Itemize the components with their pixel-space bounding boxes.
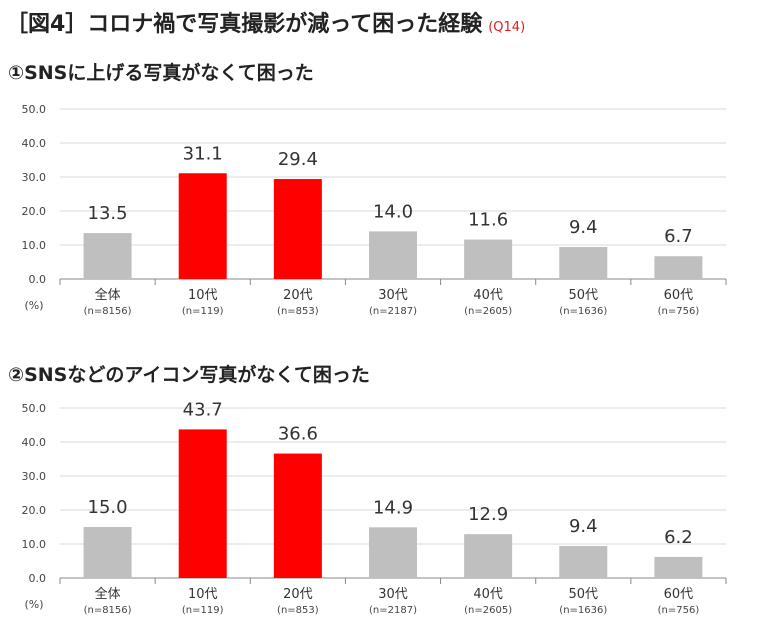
y-tick-label: 20.0 (22, 205, 47, 218)
category-label: 60代 (664, 288, 694, 303)
figure-title-text: ［図4］コロナ禍で写真撮影が減って困った経験 (6, 12, 483, 37)
figure-title: ［図4］コロナ禍で写真撮影が減って困った経験 (Q14) (6, 6, 525, 38)
y-tick-label: 40.0 (22, 137, 47, 150)
y-tick-label: 30.0 (22, 470, 47, 483)
chart-2: 0.0 10.0 20.0 30.0 40.0 50.0 (%) 15.0 全体 (n=8156)… (22, 399, 727, 616)
category-label: 10代 (188, 288, 218, 303)
y-tick-label: 0.0 (29, 273, 47, 286)
sample-size-label: (n=756) (658, 306, 700, 317)
y-tick-label: 50.0 (22, 103, 47, 116)
category-label: 20代 (283, 587, 313, 602)
data-label: 14.0 (373, 201, 413, 222)
data-label: 9.4 (569, 217, 598, 238)
unit-label: (%) (24, 299, 43, 312)
category-label: 40代 (473, 587, 503, 602)
y-tick-label: 20.0 (22, 504, 47, 517)
bar (178, 173, 227, 279)
data-label: 6.2 (664, 527, 693, 548)
bar (273, 453, 322, 578)
bar (369, 527, 417, 578)
data-label: 9.4 (569, 516, 598, 537)
data-label: 43.7 (183, 399, 223, 420)
bar (83, 233, 132, 279)
bar (464, 534, 513, 578)
data-label: 15.0 (88, 497, 128, 518)
category-label: 全体 (95, 287, 121, 303)
category-label: 50代 (569, 587, 599, 602)
sample-size-label: (n=8156) (84, 306, 132, 317)
data-label: 11.6 (468, 210, 508, 231)
sample-size-label: (n=119) (182, 306, 224, 317)
category-label: 20代 (283, 288, 313, 303)
question-code: (Q14) (488, 20, 526, 35)
sample-size-label: (n=756) (658, 605, 700, 616)
bar (273, 179, 322, 279)
bar (654, 556, 703, 578)
data-label: 14.9 (373, 497, 413, 518)
bar (83, 527, 132, 578)
data-label: 29.4 (278, 149, 318, 170)
bar (464, 239, 513, 279)
sample-size-label: (n=853) (277, 306, 319, 317)
y-tick-label: 30.0 (22, 171, 47, 184)
y-tick-label: 50.0 (22, 402, 47, 415)
sample-size-label: (n=119) (182, 605, 224, 616)
y-tick-label: 10.0 (22, 538, 47, 551)
data-label: 6.7 (664, 226, 693, 247)
category-label: 60代 (664, 587, 694, 602)
category-label: 40代 (473, 288, 503, 303)
bar (559, 546, 608, 578)
bar (654, 256, 703, 279)
category-label: 10代 (188, 587, 218, 602)
data-label: 12.9 (468, 504, 508, 525)
y-tick-label: 40.0 (22, 436, 47, 449)
data-label: 13.5 (88, 203, 128, 224)
bar (369, 231, 417, 279)
unit-label: (%) (24, 598, 43, 611)
sample-size-label: (n=1636) (559, 306, 607, 317)
sample-size-label: (n=1636) (559, 605, 607, 616)
sample-size-label: (n=2187) (369, 605, 417, 616)
y-tick-label: 0.0 (29, 572, 47, 585)
sample-size-label: (n=2187) (369, 306, 417, 317)
category-label: 全体 (95, 586, 121, 602)
category-label: 30代 (378, 288, 408, 303)
chart-1: 0.0 10.0 20.0 30.0 40.0 50.0 (%) 13.5 全体 (n=8156)… (22, 103, 727, 317)
category-label: 30代 (378, 587, 408, 602)
sample-size-label: (n=2605) (464, 306, 512, 317)
data-label: 31.1 (183, 143, 223, 164)
sample-size-label: (n=2605) (464, 605, 512, 616)
sample-size-label: (n=853) (277, 605, 319, 616)
sample-size-label: (n=8156) (84, 605, 132, 616)
chart-2-title: ②SNSなどのアイコン写真がなくて困った (8, 364, 370, 386)
category-label: 50代 (569, 288, 599, 303)
bar (559, 247, 608, 279)
chart-1-title: ①SNSに上げる写真がなくて困った (8, 62, 314, 84)
y-tick-label: 10.0 (22, 239, 47, 252)
bar (178, 429, 227, 578)
data-label: 36.6 (278, 424, 318, 445)
